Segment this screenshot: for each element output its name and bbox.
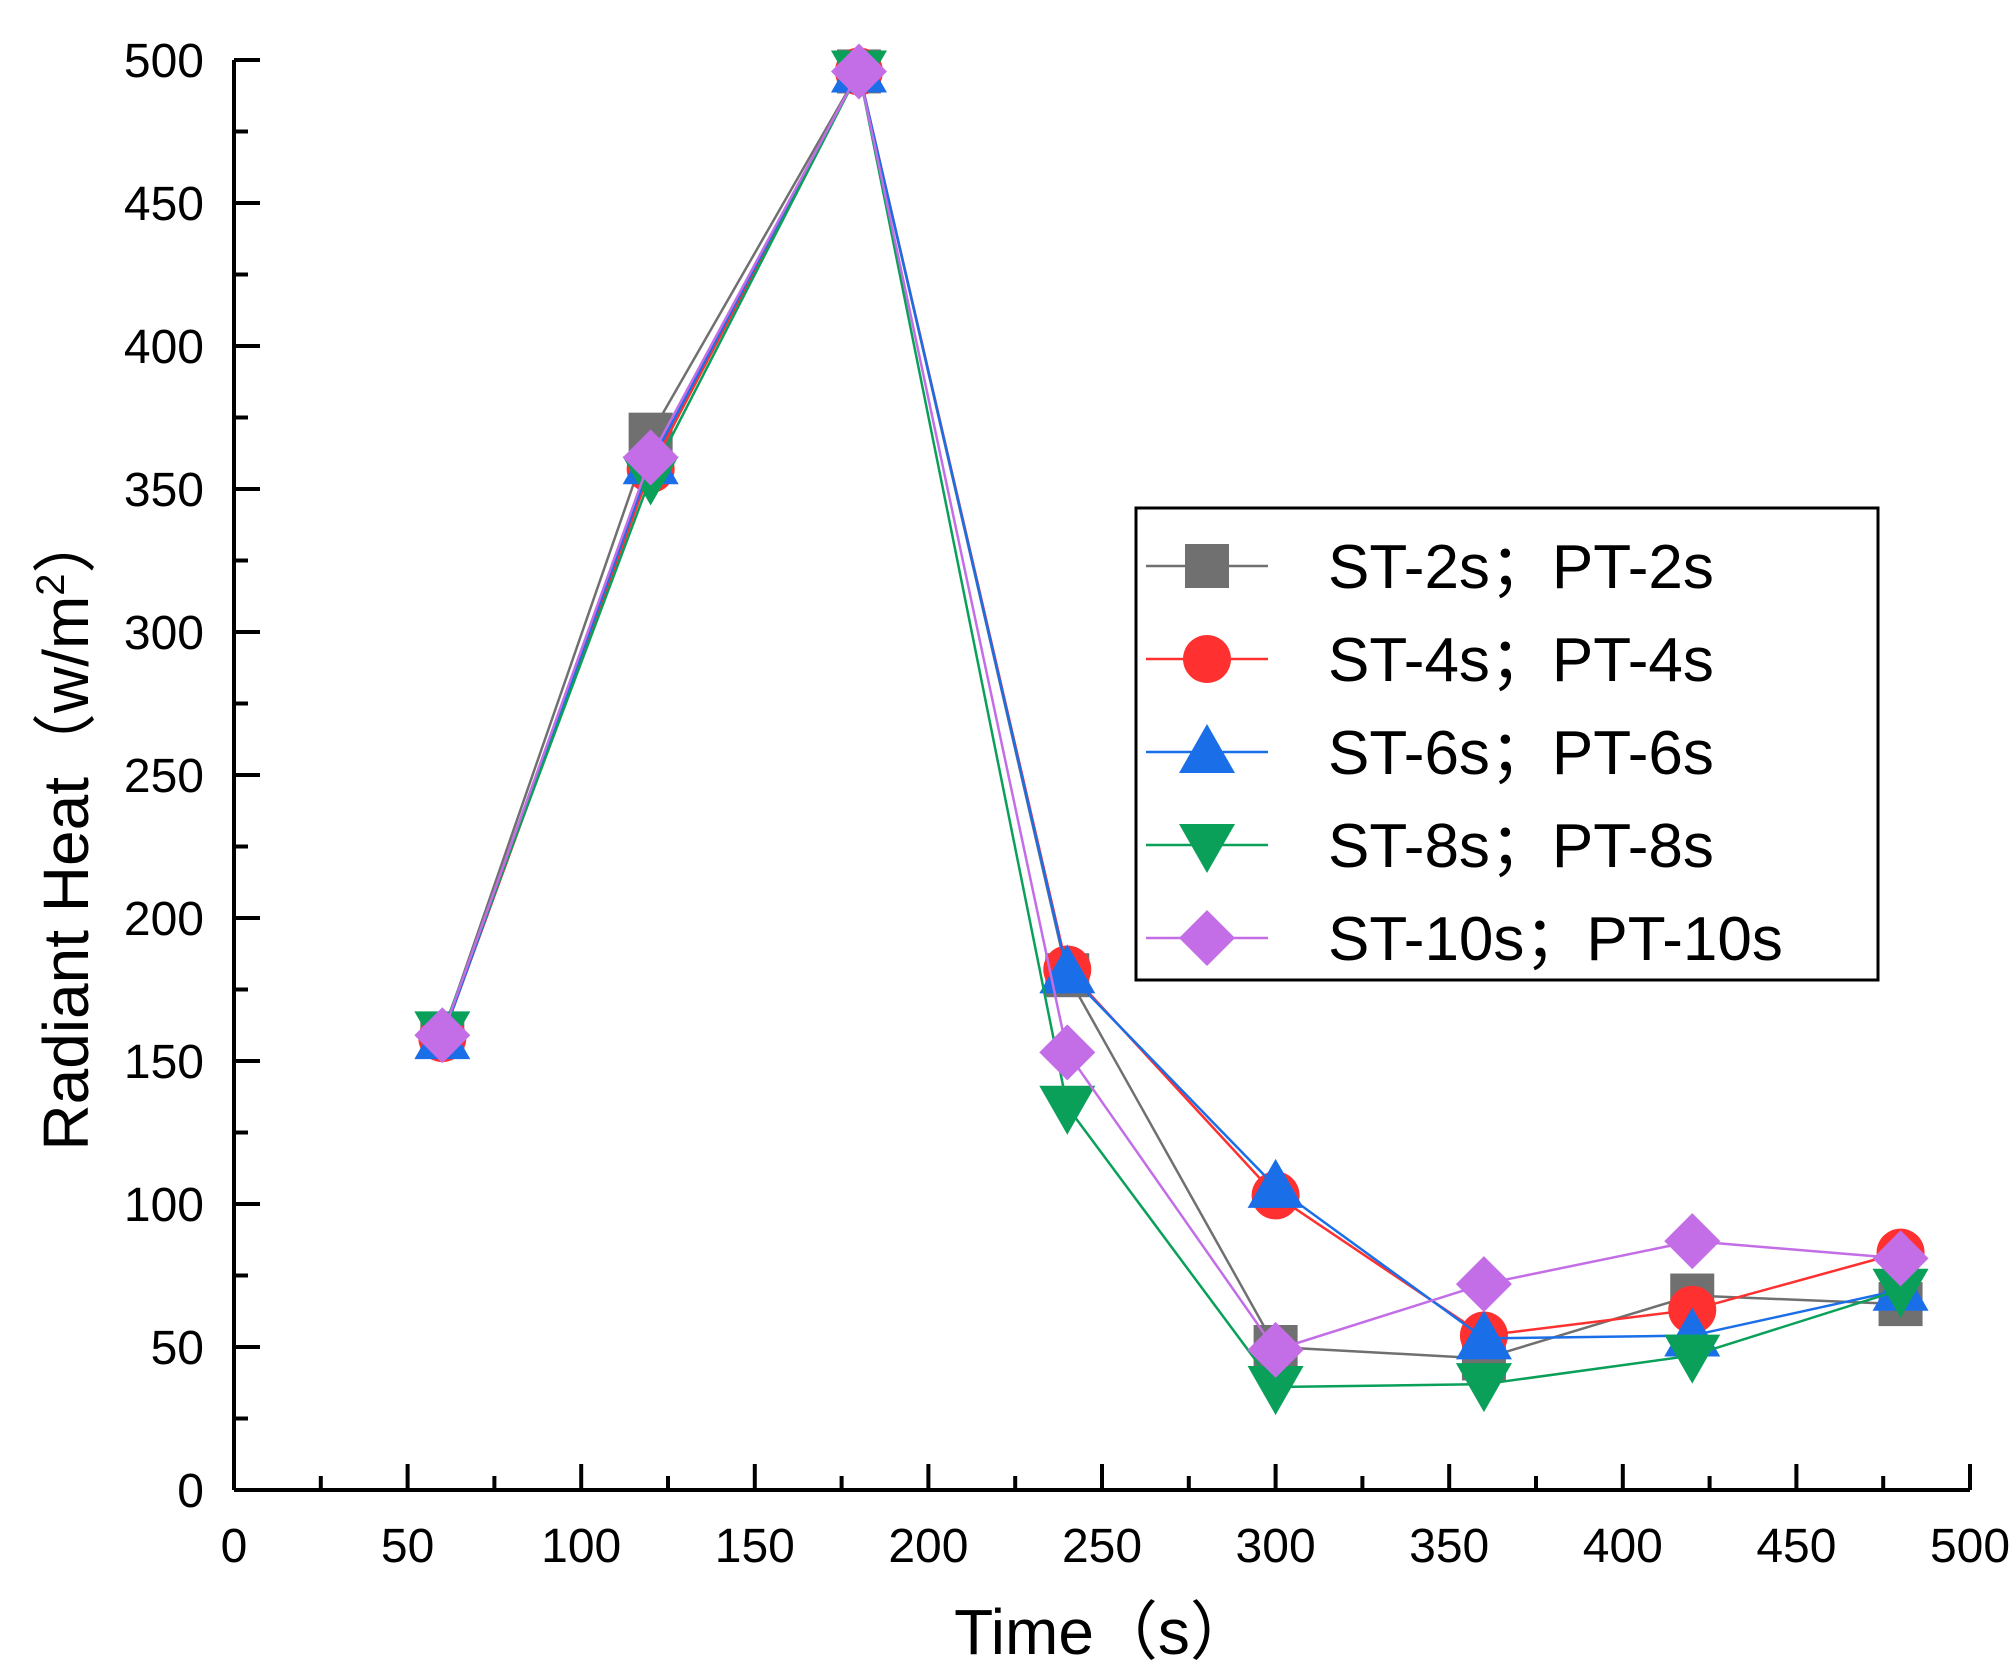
- legend-box: [1134, 506, 1880, 982]
- y-tick-label: 200: [124, 893, 204, 946]
- x-tick-label: 400: [1583, 1520, 1663, 1573]
- legend-item: ST-8s；PT-8s: [1146, 812, 1714, 881]
- legend-item: ST-2s；PT-2s: [1146, 533, 1714, 602]
- legend-label: ST-10s；PT-10s: [1328, 905, 1783, 974]
- legend-label: ST-4s；PT-4s: [1328, 626, 1714, 695]
- series-line: [441, 67, 1901, 1340]
- x-tick-label: 250: [1062, 1520, 1142, 1573]
- x-tick-label: 150: [715, 1520, 795, 1573]
- x-tick-label: 50: [381, 1520, 434, 1573]
- data-point: [1455, 1310, 1512, 1360]
- x-tick-label: 200: [888, 1520, 968, 1573]
- data-point: [414, 1007, 471, 1064]
- x-tick-label: 0: [221, 1520, 248, 1573]
- y-axis-title: Radiant Heat（w/m2）: [29, 509, 102, 1150]
- series-5: [414, 43, 1929, 1378]
- data-point: [1664, 1213, 1721, 1270]
- x-tick-label: 450: [1756, 1520, 1836, 1573]
- data-point: [1455, 1363, 1512, 1413]
- legend-marker: [1183, 635, 1231, 683]
- legend-label: ST-2s；PT-2s: [1328, 533, 1714, 602]
- y-tick-label: 400: [124, 321, 204, 374]
- y-axis-title-main: Radiant Heat（w/m: [30, 596, 102, 1151]
- x-tick-label: 100: [541, 1520, 621, 1573]
- series-line: [441, 68, 1901, 1360]
- y-tick-label: 300: [124, 607, 204, 660]
- legend-item: ST-4s；PT-4s: [1146, 626, 1714, 695]
- legend-marker: [1179, 724, 1235, 773]
- y-tick-label: 50: [151, 1322, 204, 1375]
- data-point: [1664, 1334, 1721, 1384]
- data-point: [1455, 1256, 1512, 1313]
- x-tick-label: 350: [1409, 1520, 1489, 1573]
- legend-item: ST-6s；PT-6s: [1146, 719, 1714, 788]
- data-point: [1039, 1024, 1096, 1081]
- y-axis-title-close: ）: [30, 509, 102, 573]
- series-line: [441, 67, 1901, 1389]
- y-tick-label: 0: [177, 1465, 204, 1518]
- axes: 0 50 100 150 200 250 300 350 400 450 500 0 50 100 150 2…: [124, 35, 2010, 1573]
- data-point: [622, 429, 679, 486]
- legend-item: ST-10s；PT-10s: [1146, 905, 1783, 974]
- series-line: [441, 67, 1901, 1352]
- y-tick-label: 100: [124, 1179, 204, 1232]
- data-point: [1039, 1085, 1096, 1135]
- plot-marks: [414, 43, 1929, 1416]
- svg-text:Radiant Heat（w/m2）: Radiant Heat（w/m2）: [29, 509, 102, 1150]
- y-axis-title-superscript: 2: [29, 573, 73, 595]
- data-point: [1872, 1230, 1929, 1287]
- data-point: [1872, 1268, 1929, 1318]
- x-tick-label: 300: [1236, 1520, 1316, 1573]
- y-tick-label: 250: [124, 750, 204, 803]
- legend-label: ST-6s；PT-6s: [1328, 719, 1714, 788]
- legend: ST-2s；PT-2s ST-4s；PT-4s ST-6s；PT-6s ST-8s；P…: [1134, 506, 1880, 982]
- data-point: [1247, 1158, 1304, 1208]
- data-point: [1247, 1321, 1304, 1378]
- y-tick-label: 500: [124, 35, 204, 88]
- data-point: [1247, 1366, 1304, 1416]
- series-line: [441, 67, 1901, 1337]
- legend-label: ST-8s；PT-8s: [1328, 812, 1714, 881]
- y-tick-label: 350: [124, 464, 204, 517]
- x-axis-title: Time（s）: [954, 1596, 1254, 1668]
- y-tick-label: 150: [124, 1036, 204, 1089]
- legend-marker: [1179, 824, 1235, 873]
- data-point: [830, 43, 887, 100]
- x-tick-label: 500: [1930, 1520, 2010, 1573]
- legend-marker: [1185, 544, 1229, 588]
- legend-marker: [1179, 910, 1235, 966]
- y-tick-label: 450: [124, 178, 204, 231]
